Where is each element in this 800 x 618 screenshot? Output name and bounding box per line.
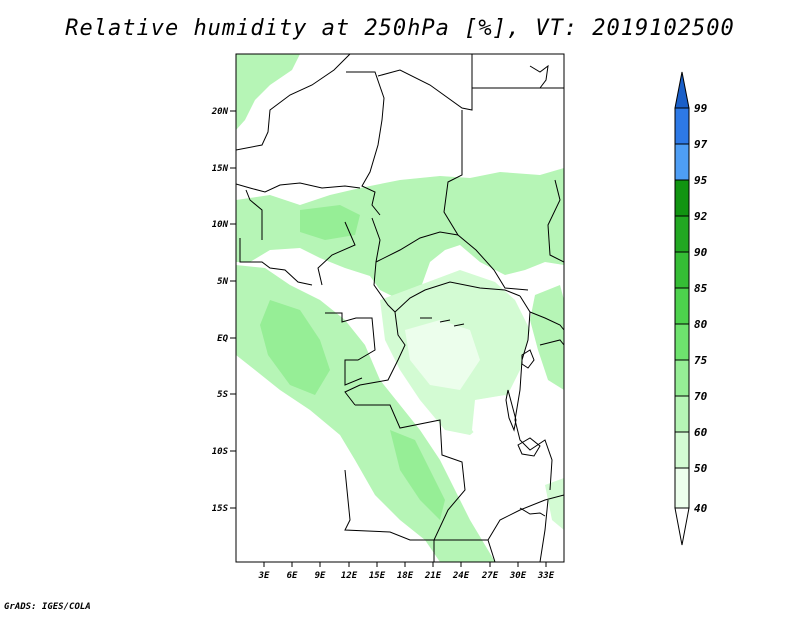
humidity-region — [472, 395, 525, 455]
humidity-region — [390, 430, 445, 520]
river-mark — [420, 317, 465, 327]
lon-label: 9E — [315, 571, 326, 581]
lake-outline — [519, 507, 546, 517]
lon-label: 3E — [258, 571, 270, 581]
map-title: Relative humidity at 250hPa [%], VT: 201… — [65, 16, 735, 41]
map-frame — [235, 53, 565, 563]
border-line — [547, 179, 564, 263]
border-line — [487, 494, 564, 541]
border-line — [236, 182, 361, 193]
humidity-field — [236, 54, 564, 562]
lon-label: 6E — [287, 571, 298, 581]
colorbar-label: 80 — [694, 318, 708, 331]
country-borders — [236, 54, 564, 562]
colorbar-top-arrow — [674, 71, 690, 109]
humidity-region — [530, 285, 564, 390]
grads-credit: GrADS: IGES/COLA — [4, 602, 91, 612]
border-line — [239, 238, 313, 286]
colorbar-label: 85 — [694, 282, 708, 295]
border-line — [514, 295, 553, 491]
colorbar-label: 40 — [694, 502, 708, 515]
colorbar-cell — [674, 143, 690, 181]
lat-label: 15N — [212, 164, 229, 174]
border-line — [394, 281, 521, 313]
colorbar-label: 97 — [694, 138, 708, 151]
colorbar-label: 99 — [694, 102, 708, 115]
colorbar-label: 70 — [694, 390, 708, 403]
lon-axis: 3E 6E 9E 12E 15E 18E 21E 24E 27E 30E 33E — [258, 562, 555, 581]
colorbar-cell — [674, 359, 690, 397]
lake-outline — [505, 389, 517, 432]
humidity-region — [236, 54, 300, 130]
lat-label: 5N — [217, 277, 228, 287]
colorbar-label: 75 — [694, 354, 708, 367]
border-line — [377, 54, 473, 111]
lat-label: EQ — [217, 334, 228, 344]
lat-label: 20N — [211, 107, 229, 117]
colorbar-cell — [674, 431, 690, 469]
lon-label: 33E — [537, 571, 555, 581]
lake-outline — [521, 349, 535, 369]
lon-label: 18E — [397, 571, 414, 581]
border-line — [325, 312, 376, 386]
border-line — [344, 311, 406, 406]
map-panel — [235, 53, 565, 563]
border-line — [539, 339, 564, 346]
colorbar-label: 90 — [694, 246, 708, 259]
colorbar-cell — [674, 467, 690, 509]
humidity-region — [260, 300, 330, 395]
border-line — [344, 469, 434, 541]
colorbar-cell — [674, 323, 690, 361]
lat-label: 10S — [212, 447, 229, 457]
colorbar: 99 97 95 92 90 85 80 75 70 60 50 40 — [674, 71, 708, 546]
colorbar-bottom-arrow — [674, 507, 690, 546]
lat-label: 5S — [217, 390, 228, 400]
humidity-region — [405, 320, 480, 390]
border-line — [375, 231, 459, 263]
border-line — [487, 539, 496, 562]
lake-outline — [517, 437, 541, 457]
colorbar-cell — [674, 107, 690, 145]
lon-label: 12E — [341, 571, 358, 581]
border-line — [355, 404, 488, 541]
colorbar-cell — [674, 395, 690, 433]
border-line — [529, 311, 564, 331]
colorbar-cell — [674, 251, 690, 289]
colorbar-cell — [674, 287, 690, 325]
border-line — [317, 221, 356, 286]
border-line — [346, 71, 385, 216]
humidity-region — [300, 205, 360, 240]
humidity-region — [236, 168, 564, 300]
lon-label: 27E — [481, 571, 499, 581]
lon-label: 15E — [369, 571, 386, 581]
colorbar-label: 60 — [694, 426, 708, 439]
border-line — [245, 189, 263, 240]
colorbar-label: 50 — [694, 462, 708, 475]
colorbar-cell — [674, 215, 690, 253]
colorbar-label: 95 — [694, 174, 708, 187]
border-line — [529, 64, 549, 89]
border-line — [236, 54, 351, 151]
colorbar-cell — [674, 179, 690, 217]
lat-label: 10N — [212, 220, 229, 230]
lon-label: 24E — [452, 571, 470, 581]
border-line — [371, 217, 396, 313]
lat-label: 15S — [212, 504, 229, 514]
humidity-region — [545, 478, 564, 530]
lon-label: 21E — [424, 571, 442, 581]
colorbar-label: 92 — [694, 210, 708, 223]
lat-axis: 20N 15N 10N 5N EQ 5S 10S 15S — [211, 107, 236, 514]
lon-label: 30E — [509, 571, 527, 581]
border-line — [539, 499, 549, 562]
